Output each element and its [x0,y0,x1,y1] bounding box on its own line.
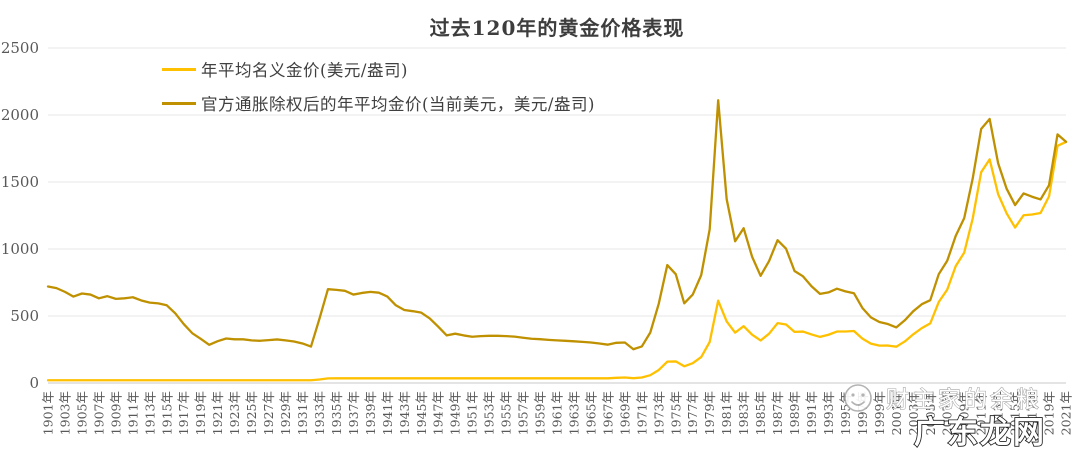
legend-item-nominal: 年平均名义金价(美元/盎司) [162,58,595,80]
x-axis-tick-label: 1949年 [448,391,463,435]
x-axis-tick-label: 1905年 [74,391,89,435]
x-axis-tick-label: 1909年 [108,391,123,435]
x-axis-tick-label: 1989年 [787,391,802,435]
x-axis-tick-label: 2017年 [1025,391,1040,435]
x-axis-tick-label: 1977年 [685,391,700,435]
legend-item-inflation-adjusted: 官方通胀除权后的年平均金价(当前美元，美元/盎司) [162,92,595,114]
legend-label-nominal: 年平均名义金价(美元/盎司) [201,61,408,80]
x-axis-tick-label: 1951年 [465,391,480,435]
x-axis-tick-label: 1903年 [57,391,72,435]
x-axis-tick-label: 1915年 [159,391,174,435]
x-axis-tick-label: 1913年 [142,391,157,435]
x-axis-tick-label: 1937年 [346,391,361,435]
x-axis-tick-label: 2005年 [923,391,938,435]
x-axis-tick-label: 2009年 [957,391,972,435]
x-axis-tick-label: 1969年 [617,391,632,435]
chart-legend: 年平均名义金价(美元/盎司) 官方通胀除权后的年平均金价(当前美元，美元/盎司) [162,58,595,126]
x-axis-tick-label: 2001年 [889,391,904,435]
x-axis-tick-label: 1991年 [804,391,819,435]
inflation-adjusted-price-line [46,99,1068,351]
x-axis-tick-label: 1961年 [550,391,565,435]
x-axis-tick-label: 1945年 [414,391,429,435]
x-axis-tick-label: 1917年 [176,391,191,435]
x-axis-tick-label: 1907年 [91,391,106,435]
nominal-price-line [46,140,1068,382]
x-axis-tick-label: 2013年 [991,391,1006,435]
x-axis-tick-label: 1979年 [702,391,717,435]
chart-title: 过去120年的黄金价格表现 [429,16,685,40]
x-axis-tick-label: 2007年 [940,391,955,435]
x-axis-tick-label: 1967年 [600,391,615,435]
y-axis-tick-label: 1000 [1,240,39,258]
y-axis-tick-label: 500 [10,307,39,325]
x-axis-tick-label: 1939年 [363,391,378,435]
x-axis-tick-label: 1927年 [261,391,276,435]
x-axis-tick-label: 1983年 [736,391,751,435]
x-axis-tick-label: 1921年 [210,391,225,435]
x-axis-tick-label: 1919年 [193,391,208,435]
x-axis-tick-label: 1911年 [125,391,140,435]
legend-line-swatch-nominal [162,67,196,71]
x-axis-tick-label: 1997年 [855,391,870,435]
x-axis-tick-label: 1971年 [634,391,649,435]
x-axis-tick-label: 1957年 [516,391,531,435]
x-axis-tick-label: 1999年 [872,391,887,435]
x-axis-tick-label: 2019年 [1042,391,1057,435]
x-axis-tick-label: 1901年 [41,391,56,435]
x-axis-tick-label: 1993年 [821,391,836,435]
x-axis-tick-label: 1973年 [651,391,666,435]
x-axis-tick-label: 1985年 [753,391,768,435]
x-axis-tick-label: 1947年 [431,391,446,435]
y-axis-tick-label: 1500 [1,173,39,191]
y-axis-tick-label: 2000 [1,106,39,124]
x-axis-tick-label: 1935年 [329,391,344,435]
x-axis-tick-label: 1929年 [278,391,293,435]
x-axis-tick-label: 1941年 [380,391,395,435]
x-axis-tick-label: 1925年 [244,391,259,435]
legend-line-swatch-inflation-adjusted [162,101,196,105]
x-axis-tick-label: 1981年 [719,391,734,435]
x-axis-tick-label: 1953年 [482,391,497,435]
x-axis-tick-label: 1995年 [838,391,853,435]
x-axis-tick-label: 2003年 [906,391,921,435]
y-axis-tick-label: 0 [29,374,39,392]
x-axis-tick-label: 1923年 [227,391,242,435]
x-axis-tick-label: 1975年 [668,391,683,435]
x-axis-tick-label: 2021年 [1059,391,1074,435]
x-axis-tick-label: 1943年 [397,391,412,435]
x-axis-tick-label: 1963年 [566,391,581,435]
x-axis-tick-label: 2015年 [1008,391,1023,435]
x-axis-tick-label: 1987年 [770,391,785,435]
x-axis-tick-label: 1959年 [533,391,548,435]
y-axis-tick-label: 2500 [1,39,39,57]
x-axis-tick-label: 2011年 [974,391,989,435]
x-axis-tick-label: 1933年 [312,391,327,435]
x-axis-tick-label: 1965年 [583,391,598,435]
legend-label-inflation-adjusted: 官方通胀除权后的年平均金价(当前美元，美元/盎司) [201,95,595,114]
x-axis-tick-label: 1931年 [295,391,310,435]
x-axis-tick-label: 1955年 [499,391,514,435]
